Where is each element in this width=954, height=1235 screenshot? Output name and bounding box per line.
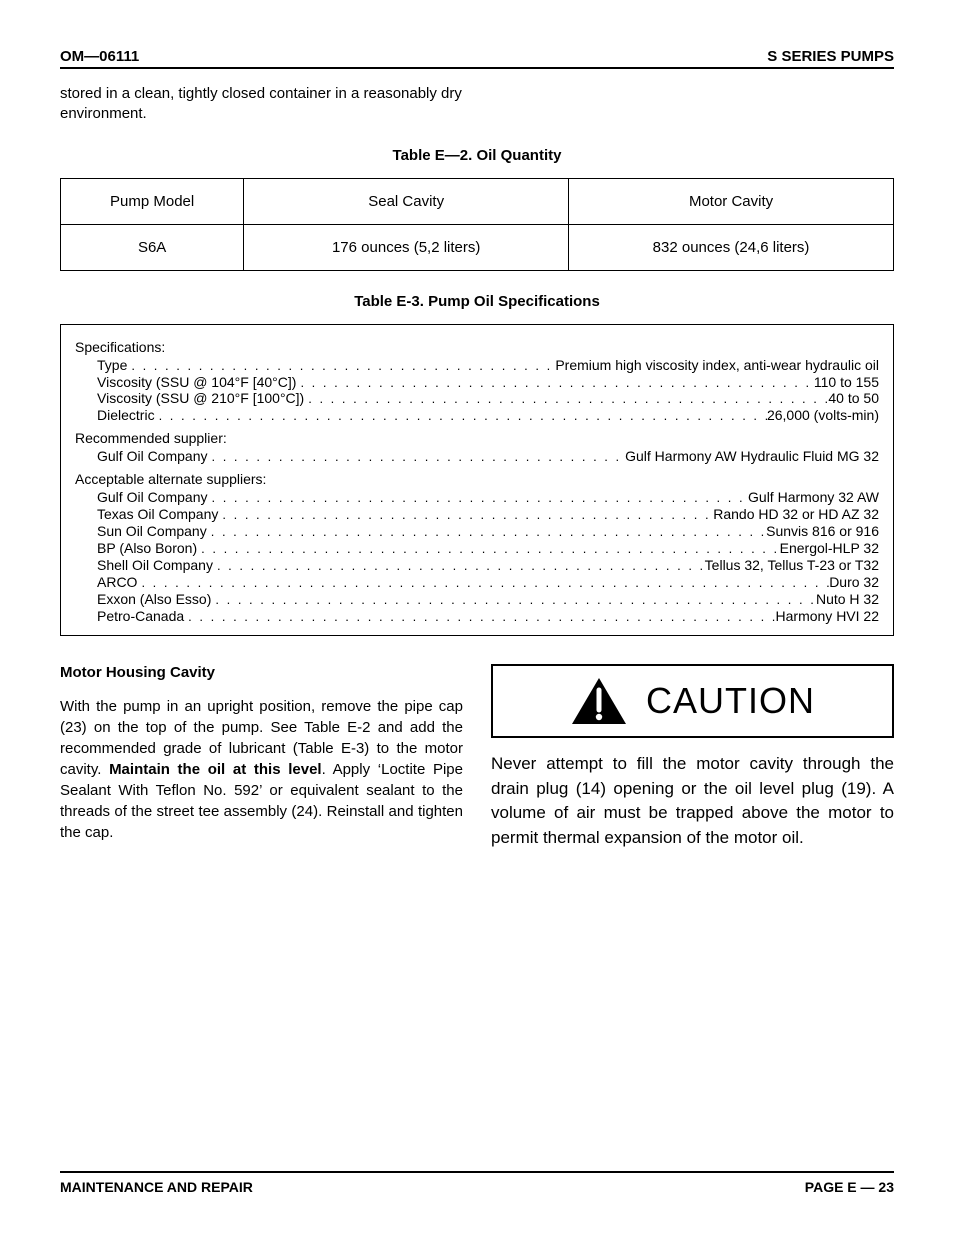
spec-row: Viscosity (SSU @ 210°F [100°C]) 40 to 50 [97, 390, 879, 407]
header-product: S SERIES PUMPS [767, 48, 894, 65]
dot-leader [213, 559, 705, 574]
caution-box: CAUTION [491, 664, 894, 738]
left-column: Motor Housing Cavity With the pump in an… [60, 664, 463, 868]
spec-row: Gulf Oil Company Gulf Harmony 32 AW [97, 489, 879, 506]
spec-row-label: Exxon (Also Esso) [97, 591, 211, 607]
table-row: S6A 176 ounces (5,2 liters) 832 ounces (… [61, 224, 894, 270]
dot-leader [211, 593, 816, 608]
right-column: CAUTION Never attempt to fill the motor … [491, 664, 894, 868]
table-e2-title: Table E—2. Oil Quantity [60, 147, 894, 164]
table-header-cell: Motor Cavity [569, 178, 894, 224]
warning-triangle-icon [570, 676, 628, 726]
spec-section-label: Specifications: [75, 339, 879, 355]
spec-row-value: Harmony HVI 22 [776, 608, 879, 624]
motor-housing-heading: Motor Housing Cavity [60, 664, 463, 681]
dot-leader [184, 610, 775, 625]
spec-row-value: Nuto H 32 [816, 591, 879, 607]
spec-row-value: Energol-HLP 32 [780, 540, 879, 556]
motor-housing-paragraph: With the pump in an upright position, re… [60, 696, 463, 843]
footer-rule: MAINTENANCE AND REPAIR PAGE E — 23 [60, 1171, 894, 1195]
spec-row-value: Rando HD 32 or HD AZ 32 [713, 506, 879, 522]
spec-row: Viscosity (SSU @ 104°F [40°C]) 110 to 155 [97, 374, 879, 391]
table-header-cell: Pump Model [61, 178, 244, 224]
intro-paragraph: stored in a clean, tightly closed contai… [60, 84, 477, 125]
spec-row-label: Gulf Oil Company [97, 489, 207, 505]
footer-page: PAGE E — 23 [805, 1179, 894, 1195]
page-footer: MAINTENANCE AND REPAIR PAGE E — 23 [60, 1171, 894, 1195]
dot-leader [127, 359, 555, 374]
dot-leader [207, 525, 766, 540]
spec-row-label: Sun Oil Company [97, 523, 207, 539]
page-header: OM—06111 S SERIES PUMPS [60, 48, 894, 69]
footer-section: MAINTENANCE AND REPAIR [60, 1179, 253, 1195]
spec-row-label: BP (Also Boron) [97, 540, 197, 556]
spec-row: Dielectric 26,000 (volts-min) [97, 407, 879, 424]
table-e3-box: Specifications: Type Premium high viscosit… [60, 324, 894, 636]
spec-row-label: Dielectric [97, 407, 155, 423]
table-row: Pump Model Seal Cavity Motor Cavity [61, 178, 894, 224]
spec-row-label: Viscosity (SSU @ 104°F [40°C]) [97, 374, 296, 390]
two-column-region: Motor Housing Cavity With the pump in an… [60, 664, 894, 868]
dot-leader [218, 508, 713, 523]
spec-row: Type Premium high viscosity index, anti-w… [97, 357, 879, 374]
table-e2: Pump Model Seal Cavity Motor Cavity S6A … [60, 178, 894, 271]
spec-row: Gulf Oil Company Gulf Harmony AW Hydrauli… [97, 448, 879, 465]
dot-leader [197, 542, 780, 557]
dot-leader [155, 409, 767, 424]
spec-row-value: 26,000 (volts-min) [767, 407, 879, 423]
table-e3-title: Table E-3. Pump Oil Specifications [60, 293, 894, 310]
dot-leader [207, 450, 625, 465]
spec-row-value: 40 to 50 [828, 390, 879, 406]
spec-row-value: Duro 32 [829, 574, 879, 590]
table-cell: S6A [61, 224, 244, 270]
table-header-cell: Seal Cavity [244, 178, 569, 224]
dot-leader [304, 392, 828, 407]
table-cell: 832 ounces (24,6 liters) [569, 224, 894, 270]
spec-row: Sun Oil Company Sunvis 816 or 916 [97, 523, 879, 540]
spec-row-label: Gulf Oil Company [97, 448, 207, 464]
dot-leader [296, 376, 813, 391]
spec-row-value: Gulf Harmony 32 AW [748, 489, 879, 505]
spec-row: Exxon (Also Esso) Nuto H 32 [97, 591, 879, 608]
spec-row: Shell Oil Company Tellus 32, Tellus T-23 … [97, 557, 879, 574]
dot-leader [137, 576, 829, 591]
spec-row-value: 110 to 155 [814, 374, 879, 390]
spec-row-value: Sunvis 816 or 916 [766, 523, 879, 539]
caution-label: CAUTION [646, 680, 815, 722]
spec-row-label: Type [97, 357, 127, 373]
para-bold: Maintain the oil at this level [109, 761, 322, 778]
spec-row: Texas Oil Company Rando HD 32 or HD AZ 32 [97, 506, 879, 523]
header-doc-id: OM—06111 [60, 48, 139, 65]
spec-row-value: Tellus 32, Tellus T-23 or T32 [705, 557, 879, 573]
page: OM—06111 S SERIES PUMPS stored in a clea… [0, 0, 954, 1235]
spec-row: ARCO Duro 32 [97, 574, 879, 591]
spec-row-label: Petro-Canada [97, 608, 184, 624]
spec-row-label: Shell Oil Company [97, 557, 213, 573]
spec-row-label: Viscosity (SSU @ 210°F [100°C]) [97, 390, 304, 406]
dot-leader [207, 491, 748, 506]
spec-row-label: Texas Oil Company [97, 506, 218, 522]
spec-row: BP (Also Boron) Energol-HLP 32 [97, 540, 879, 557]
spec-row-value: Gulf Harmony AW Hydraulic Fluid MG 32 [625, 448, 879, 464]
caution-text: Never attempt to fill the motor cavity t… [491, 752, 894, 851]
spec-section-label: Acceptable alternate suppliers: [75, 471, 879, 487]
table-cell: 176 ounces (5,2 liters) [244, 224, 569, 270]
spec-row-label: ARCO [97, 574, 137, 590]
spec-row: Petro-Canada Harmony HVI 22 [97, 608, 879, 625]
spec-row-value: Premium high viscosity index, anti-wear … [555, 357, 879, 373]
spec-section-label: Recommended supplier: [75, 430, 879, 446]
